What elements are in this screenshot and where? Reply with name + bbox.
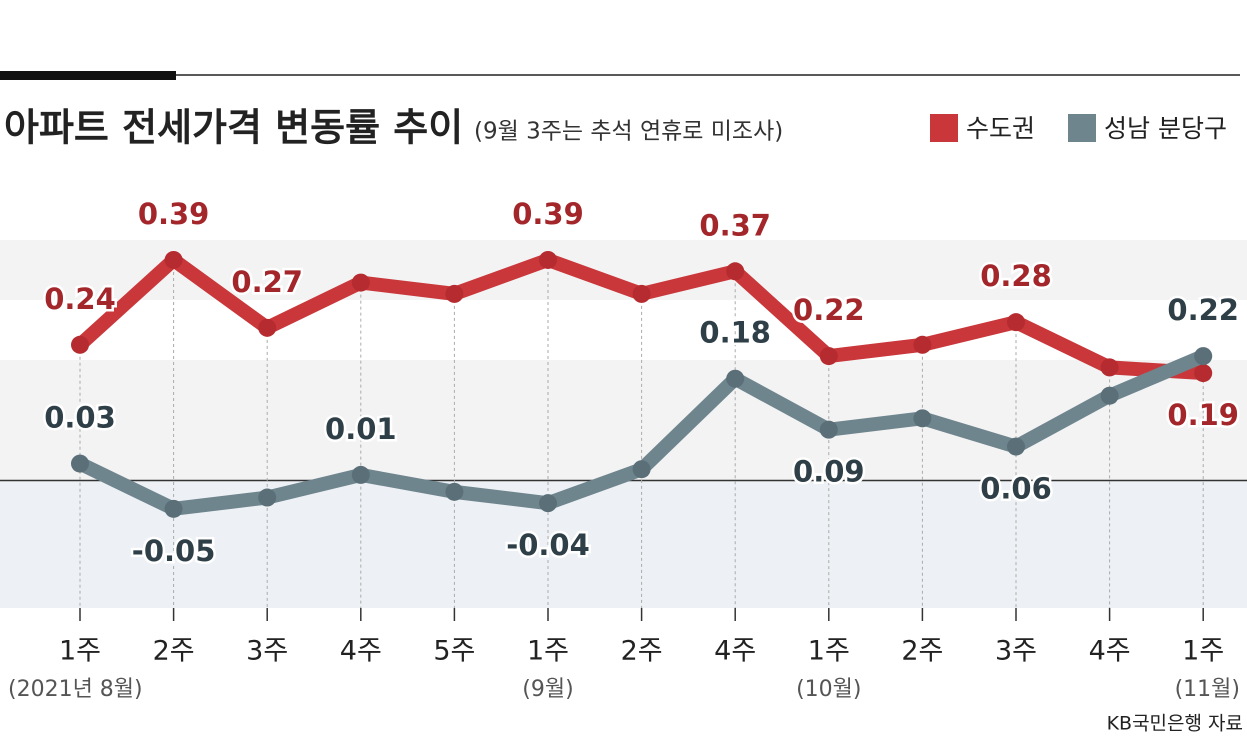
band [0, 360, 1247, 480]
point [1100, 358, 1119, 377]
x-tick-label: 4주 [1089, 636, 1131, 667]
x-sublabel: (2021년 8월) [8, 677, 143, 702]
chart-subtitle: (9월 3주는 추석 연휴로 미조사) [474, 119, 783, 145]
point [445, 284, 464, 303]
x-tick-label: 4주 [714, 636, 756, 667]
x-tick-label: 4주 [340, 636, 382, 667]
point [539, 250, 557, 269]
chart-title: 아파트 전세가격 변동률 추이 [4, 106, 463, 150]
data-label: -0.05 [132, 534, 216, 568]
x-tick-label: 1주 [527, 636, 569, 667]
x-tick-label: 2주 [901, 636, 943, 667]
point [539, 494, 557, 513]
data-label: 0.28 [980, 259, 1052, 293]
x-tick-label: 3주 [246, 636, 288, 667]
point [258, 488, 277, 507]
point [1194, 347, 1213, 366]
source: KB국민은행 자료 [1107, 713, 1243, 735]
point [1194, 364, 1213, 383]
point [71, 335, 89, 354]
data-label: -0.04 [506, 528, 590, 562]
data-label: 0.06 [980, 472, 1052, 506]
data-label: 0.19 [1167, 398, 1239, 432]
x-tick-label: 1주 [1182, 636, 1224, 667]
point [71, 454, 89, 473]
data-label: 0.27 [231, 265, 303, 299]
data-label: 0.01 [325, 412, 397, 446]
legend-label: 수도권 [966, 114, 1035, 143]
data-label: 0.39 [138, 197, 210, 231]
data-label: 0.09 [793, 455, 865, 489]
x-sublabel: (11월) [1175, 677, 1240, 702]
x-tick-label: 2주 [153, 636, 195, 667]
point [164, 250, 183, 269]
point [819, 347, 838, 366]
legend-swatch [1068, 114, 1096, 142]
point [913, 335, 932, 354]
point [351, 273, 370, 292]
point [1007, 313, 1025, 332]
x-tick-label: 2주 [621, 636, 663, 667]
x-tick-label: 3주 [995, 636, 1037, 667]
point [632, 460, 651, 479]
point [1100, 386, 1119, 405]
data-label: 0.03 [44, 401, 116, 435]
x-sublabel: (10월) [796, 677, 861, 702]
point [913, 409, 932, 428]
data-label: 0.22 [1167, 293, 1239, 327]
data-label: 0.18 [699, 316, 771, 350]
point [258, 318, 277, 337]
point [632, 284, 651, 303]
data-label: 0.22 [793, 293, 865, 327]
point [1007, 437, 1025, 456]
x-tick-label: 1주 [808, 636, 850, 667]
point [351, 465, 370, 484]
point [445, 482, 464, 501]
point [726, 262, 745, 281]
point [726, 369, 745, 388]
point [819, 420, 838, 439]
legend-label: 성남 분당구 [1104, 114, 1227, 143]
data-label: 0.24 [44, 282, 116, 316]
header-bar [0, 71, 176, 80]
data-label: 0.37 [699, 208, 771, 242]
legend-swatch [930, 114, 958, 142]
point [164, 499, 183, 518]
x-sublabel: (9월) [522, 677, 573, 702]
x-tick-label: 1주 [59, 636, 101, 667]
x-tick-label: 5주 [433, 636, 475, 667]
data-label: 0.39 [512, 197, 584, 231]
